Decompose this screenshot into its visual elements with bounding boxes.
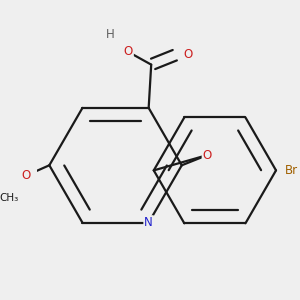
Text: O: O bbox=[202, 148, 212, 162]
Text: Br: Br bbox=[285, 164, 298, 177]
Text: CH₃: CH₃ bbox=[0, 194, 18, 203]
Text: O: O bbox=[183, 48, 192, 61]
Text: O: O bbox=[22, 169, 31, 182]
Text: N: N bbox=[144, 216, 153, 229]
Text: H: H bbox=[106, 28, 115, 40]
Text: O: O bbox=[124, 45, 133, 58]
